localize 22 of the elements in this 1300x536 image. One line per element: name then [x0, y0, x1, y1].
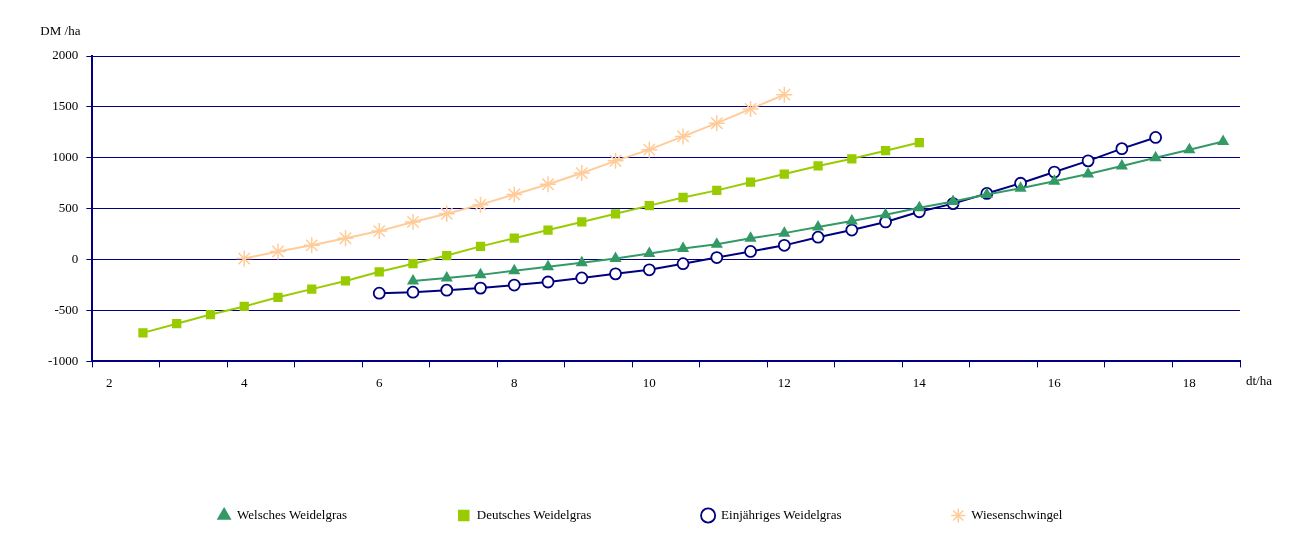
y-tick-label: 2000 [52, 47, 79, 63]
y-tick-label: 1500 [52, 98, 79, 114]
y-tick-label: -500 [54, 301, 79, 317]
x-tick-label: 18 [1182, 374, 1196, 390]
y-tick-label: 0 [71, 251, 79, 267]
x-tick-label: 12 [777, 374, 791, 390]
x-tick-label: 4 [240, 374, 248, 390]
x-tick-label: 6 [376, 374, 383, 390]
y-tick-label: 500 [58, 200, 79, 216]
legend-label: Welsches Weidelgras [237, 506, 348, 522]
legend-label: Wiesenschwingel [971, 506, 1063, 522]
y-axis-title: DM /ha [40, 22, 81, 38]
legend-label: Einjähriges Weidelgras [721, 506, 842, 522]
legend-label: Deutsches Weidelgras [476, 506, 592, 522]
x-tick-label: 2 [105, 374, 113, 390]
y-tick-label: -1000 [47, 352, 79, 368]
x-axis-title: dt/ha [1246, 373, 1273, 389]
x-tick-label: 10 [642, 374, 656, 390]
x-tick-label: 14 [912, 374, 927, 390]
x-tick-label: 16 [1047, 374, 1062, 390]
y-tick-label: 1000 [52, 149, 79, 165]
x-tick-label: 8 [511, 374, 518, 390]
